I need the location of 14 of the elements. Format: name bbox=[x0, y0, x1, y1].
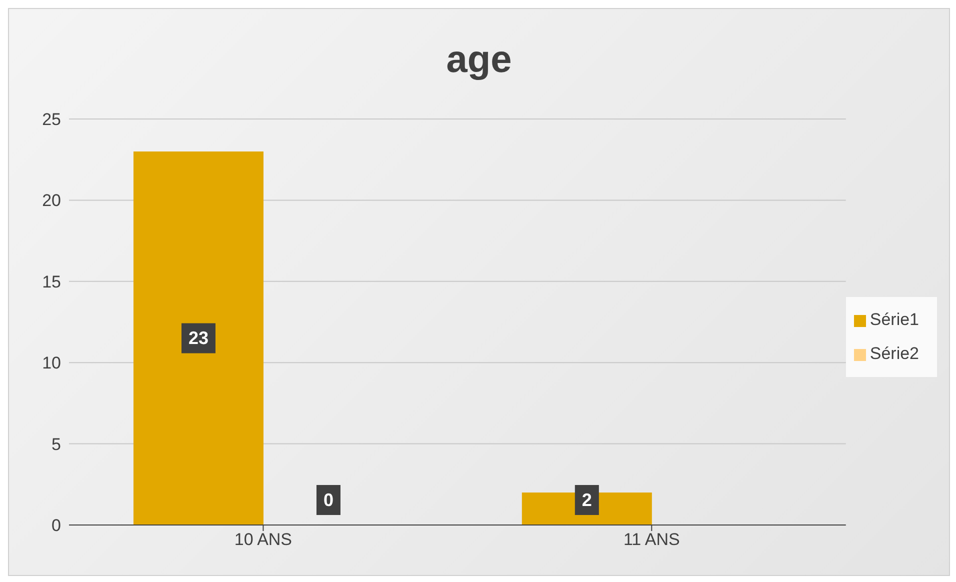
x-tick-label: 11 ANS bbox=[623, 530, 680, 550]
y-tick-label: 5 bbox=[52, 434, 61, 454]
legend-label: Série1 bbox=[870, 310, 919, 329]
data-label: 23 bbox=[188, 328, 208, 348]
data-label: 2 bbox=[582, 490, 592, 510]
y-tick-label: 25 bbox=[42, 110, 61, 130]
legend-label: Série2 bbox=[870, 344, 919, 363]
y-tick-label: 15 bbox=[42, 272, 61, 292]
y-tick-label: 0 bbox=[52, 516, 61, 536]
y-tick-label: 10 bbox=[42, 354, 61, 373]
y-tick-label: 20 bbox=[42, 191, 61, 210]
x-tick-label: 10 ANS bbox=[234, 530, 292, 550]
data-label: 0 bbox=[323, 490, 334, 510]
chart-title: age bbox=[445, 38, 513, 83]
